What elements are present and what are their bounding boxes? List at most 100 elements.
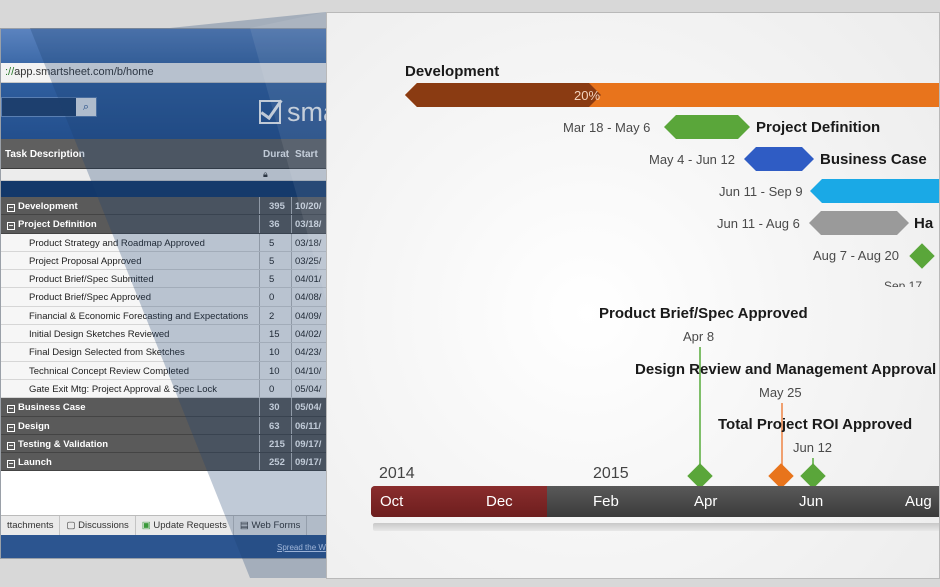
cell-duration[interactable]: 5 (269, 255, 275, 267)
cell-start[interactable]: 04/23/ (295, 347, 322, 359)
cell-duration[interactable]: 10 (269, 365, 280, 377)
collapse-icon[interactable]: − (7, 404, 15, 414)
hardware-bar[interactable] (809, 211, 909, 235)
table-row-group[interactable]: − Development 395 10/20/ (1, 197, 329, 216)
cell-task-description[interactable]: Initial Design Sketches Reviewed (29, 329, 169, 340)
table-row-group[interactable]: − Testing & Validation 215 09/17/ (1, 434, 329, 454)
cell-duration[interactable]: 215 (269, 438, 285, 450)
design-bar[interactable] (810, 179, 940, 203)
cell-duration[interactable]: 63 (269, 420, 280, 432)
cell-task-description[interactable]: − Development (7, 201, 78, 212)
cell-task-description[interactable]: Technical Concept Review Completed (29, 366, 189, 377)
cell-task-description[interactable]: − Design (7, 421, 50, 432)
collapse-icon[interactable]: − (7, 221, 15, 231)
table-row[interactable]: Project Proposal Approved 5 03/25/ (1, 251, 329, 271)
cell-start[interactable]: 03/18/ (295, 237, 322, 249)
cell-text: Product Strategy and Roadmap Approved (29, 237, 205, 249)
column-header-task[interactable]: Task Description (5, 149, 85, 160)
cell-text: Gate Exit Mtg: Project Approval & Spec L… (29, 383, 217, 395)
cell-duration[interactable]: 15 (269, 329, 280, 341)
cell-start[interactable]: 04/08/ (295, 292, 322, 304)
smartsheet-logo[interactable]: sma (259, 97, 329, 128)
update-requests-icon: ▣ (141, 520, 151, 531)
lock-icon[interactable]: 🔒︎ (263, 169, 268, 179)
tab-update-requests[interactable]: ▣ Update Requests (136, 516, 234, 535)
cell-duration[interactable]: 30 (269, 402, 280, 414)
business-case-label: Business Case (820, 151, 927, 168)
table-row[interactable]: Financial & Economic Forecasting and Exp… (1, 306, 329, 326)
search-icon[interactable]: ⌕ (76, 98, 96, 116)
cell-duration[interactable]: 0 (269, 292, 275, 304)
cell-task-description[interactable]: Product Strategy and Roadmap Approved (29, 238, 205, 249)
cell-task-description[interactable]: Final Design Selected from Sketches (29, 347, 185, 358)
table-row[interactable]: Product Strategy and Roadmap Approved 5 03… (1, 233, 329, 252)
table-row[interactable]: Product Brief/Spec Approved 0 04/08/ (1, 288, 329, 307)
cell-duration[interactable]: 36 (269, 219, 280, 231)
tab-web-forms[interactable]: ▤ Web Forms (234, 516, 308, 535)
cell-text: Design (18, 420, 50, 432)
cell-duration[interactable]: 0 (269, 383, 275, 395)
cell-task-description[interactable]: Product Brief/Spec Approved (29, 292, 151, 303)
cell-task-description[interactable]: Gate Exit Mtg: Project Approval & Spec L… (29, 384, 217, 395)
cell-task-description[interactable]: − Testing & Validation (7, 439, 108, 450)
cell-duration[interactable]: 5 (269, 237, 275, 249)
cell-start[interactable]: 03/18/ (295, 219, 322, 231)
column-divider (291, 416, 292, 434)
cell-start[interactable]: 05/04/ (295, 383, 322, 395)
cell-task-description[interactable]: Project Proposal Approved (29, 256, 141, 267)
project-definition-bar[interactable] (664, 115, 750, 139)
milestone-roi-diamond[interactable] (800, 463, 826, 489)
column-header-start[interactable]: Start (295, 149, 318, 160)
table-row-group[interactable]: − Business Case 30 05/04/ (1, 398, 329, 417)
column-header-duration[interactable]: Durat (263, 149, 290, 160)
search-input[interactable]: ⌕ (1, 97, 97, 117)
cell-task-description[interactable]: Financial & Economic Forecasting and Exp… (29, 311, 248, 322)
cell-task-description[interactable]: − Project Definition (7, 219, 97, 231)
cell-task-description[interactable]: − Launch (7, 457, 52, 469)
table-row-group[interactable]: − Launch 252 09/17/ (1, 453, 329, 472)
cell-duration[interactable]: 395 (269, 201, 285, 212)
cell-start[interactable]: 04/02/ (295, 329, 322, 341)
prototype-marker[interactable] (909, 243, 935, 269)
column-divider (259, 379, 260, 398)
table-row[interactable]: Initial Design Sketches Reviewed 15 04/02/ (1, 325, 329, 344)
cell-start[interactable]: 04/09/ (295, 310, 322, 322)
tab-attachments[interactable]: ttachments (1, 516, 61, 535)
cell-duration[interactable]: 5 (269, 274, 275, 286)
table-row-group[interactable]: − Design 63 06/11/ (1, 416, 329, 435)
cell-task-description[interactable]: Product Brief/Spec Submitted (29, 274, 154, 285)
table-row-group[interactable]: − Project Definition 36 03/18/ (1, 215, 329, 234)
cell-task-description[interactable]: − Business Case (7, 402, 86, 414)
cell-duration[interactable]: 10 (269, 347, 280, 359)
cell-start[interactable]: 09/17/ (295, 438, 322, 450)
cell-duration[interactable]: 2 (269, 310, 275, 322)
footer-link[interactable]: Spread the W (277, 543, 326, 552)
cell-start[interactable]: 10/20/ (295, 201, 322, 212)
cell-duration[interactable]: 252 (269, 457, 285, 469)
table-row[interactable]: Product Brief/Spec Submitted 5 04/01/ (1, 270, 329, 289)
cell-start[interactable]: 04/01/ (295, 274, 322, 286)
development-bar[interactable] (405, 83, 940, 107)
cell-start[interactable]: 05/04/ (295, 402, 322, 414)
cell-start[interactable]: 06/11/ (295, 420, 321, 432)
cell-text: Initial Design Sketches Reviewed (29, 329, 170, 341)
cell-start[interactable]: 03/25/ (295, 255, 322, 267)
month-dec: Dec (486, 493, 513, 510)
cell-start[interactable]: 04/10/ (295, 365, 322, 377)
table-row[interactable]: Final Design Selected from Sketches 10 04/… (1, 343, 329, 362)
tab-discussions[interactable]: ▢ Discussions (60, 516, 136, 535)
cell-start[interactable]: 09/17/ (295, 457, 322, 469)
collapse-icon[interactable]: − (7, 203, 15, 212)
collapse-icon[interactable]: − (7, 459, 15, 469)
column-divider (291, 306, 292, 325)
collapse-icon[interactable]: − (7, 422, 15, 432)
table-row[interactable]: Technical Concept Review Completed 10 04/1… (1, 361, 329, 380)
business-case-bar[interactable] (744, 147, 814, 171)
table-row[interactable]: Gate Exit Mtg: Project Approval & Spec L… (1, 379, 329, 399)
milestone-spec-diamond[interactable] (687, 463, 713, 489)
address-bar[interactable]: ://app.smartsheet.com/b/home (1, 63, 329, 83)
collapse-icon[interactable]: − (7, 440, 15, 450)
lock-row: 🔒︎ (1, 169, 329, 181)
milestone-review-diamond[interactable] (768, 463, 794, 489)
selected-row[interactable] (1, 181, 329, 197)
